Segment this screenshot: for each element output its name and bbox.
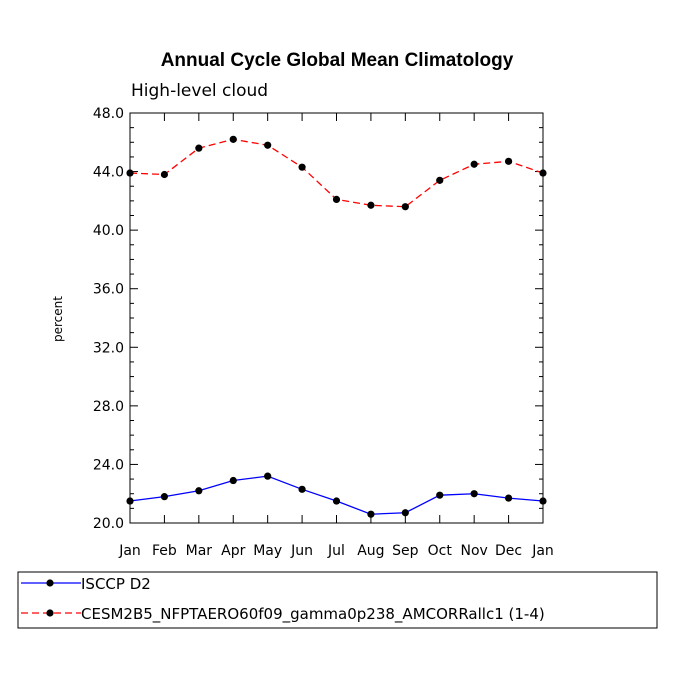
chart-subtitle: High-level cloud <box>131 81 268 101</box>
y-tick-label: 20.0 <box>93 516 124 532</box>
series-1-point <box>470 490 478 498</box>
x-tick-label: Sep <box>392 543 419 559</box>
chart-title: Annual Cycle Global Mean Climatology <box>161 50 514 71</box>
series-1-point <box>332 497 341 505</box>
x-tick-label: Oct <box>428 543 453 559</box>
series-1-point <box>367 510 375 518</box>
x-tick-label: Apr <box>221 543 245 559</box>
series-1-point <box>539 497 547 505</box>
x-tick-label: Dec <box>495 543 522 559</box>
series-1-point <box>401 509 409 517</box>
legend-label-2: CESM2B5_NFPTAERO60f09_gamma0p238_AMCORRa… <box>81 605 545 624</box>
legend-marker-1 <box>46 579 54 587</box>
axes: 20.0 24.0 28.0 32.0 36.0 40.0 44.0 48.0 Jan Feb Ma… <box>93 106 554 559</box>
y-tick-label: 48.0 <box>93 106 124 122</box>
series-2-point <box>264 141 272 149</box>
x-tick-label: Jun <box>290 543 313 559</box>
series-2-point <box>539 169 547 177</box>
legend-label-1: ISCCP D2 <box>81 575 151 593</box>
series-line-1 <box>129 475 544 515</box>
series-1-point <box>195 487 203 495</box>
series-2-point <box>401 203 409 211</box>
series-2-point <box>195 144 203 152</box>
x-tick-label: Aug <box>357 543 384 559</box>
y-tick-label: 40.0 <box>93 223 124 239</box>
series-2-point <box>332 195 341 203</box>
y-tick-label: 44.0 <box>93 165 124 181</box>
legend-marker-2 <box>46 609 54 617</box>
x-tick-label: Jan <box>531 543 554 559</box>
series-2-point <box>436 176 444 184</box>
x-tick-label: Jul <box>327 543 345 559</box>
series-2-point <box>367 201 375 209</box>
series-layer <box>126 135 547 518</box>
legend: ISCCP D2 CESM2B5_NFPTAERO60f09_gamma0p238… <box>17 571 658 629</box>
series-2-point <box>504 157 513 165</box>
x-tick-label: Jan <box>118 543 141 559</box>
series-1-point <box>126 497 134 505</box>
series-2-point <box>470 160 478 168</box>
series-1-point <box>160 493 169 501</box>
x-tick-label: Nov <box>461 543 488 559</box>
series-1-point <box>298 485 306 493</box>
series-2-point <box>160 170 169 179</box>
series-1-point <box>229 476 237 485</box>
y-axis-label: percent <box>51 296 65 342</box>
series-1-point <box>504 494 513 502</box>
y-tick-label: 36.0 <box>93 282 124 298</box>
x-tick-label: Feb <box>152 543 177 559</box>
series-2-point <box>229 135 237 143</box>
x-tick-label: May <box>253 543 282 559</box>
series-2-point <box>126 169 134 177</box>
series-1-point <box>436 491 444 499</box>
y-tick-label: 32.0 <box>93 340 124 356</box>
x-tick-label: Mar <box>186 543 213 559</box>
y-tick-label: 28.0 <box>93 399 124 415</box>
plot-frame <box>129 112 544 524</box>
y-tick-label: 24.0 <box>93 457 124 473</box>
series-1-point <box>264 472 272 480</box>
series-2-point <box>298 163 306 171</box>
legend-box <box>17 571 658 629</box>
